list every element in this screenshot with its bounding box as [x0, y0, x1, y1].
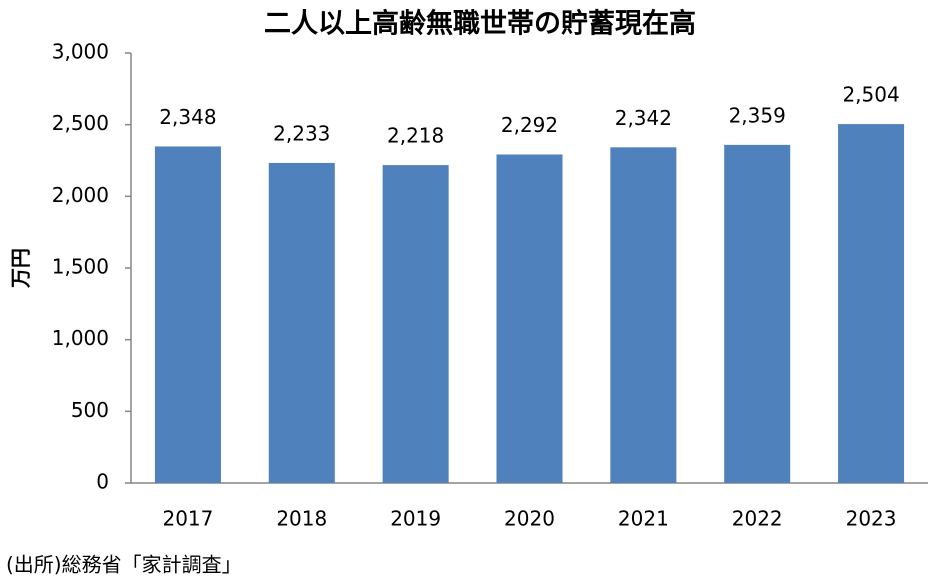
- x-tick-label: 2021: [618, 507, 669, 531]
- x-tick-label: 2022: [732, 507, 783, 531]
- bar: [610, 147, 677, 483]
- y-axis-label: 万円: [9, 248, 33, 289]
- bar: [154, 146, 221, 483]
- y-tick-label: 500: [71, 398, 109, 422]
- bar: [496, 154, 563, 484]
- bar: [268, 162, 335, 484]
- bar: [382, 165, 449, 483]
- y-tick-label: 1,500: [52, 255, 109, 279]
- data-label: 2,348: [159, 105, 216, 129]
- x-tick-label: 2017: [162, 507, 213, 531]
- source-note: (出所)総務省「家計調査」: [6, 553, 242, 577]
- data-label: 2,292: [501, 113, 558, 137]
- data-label: 2,233: [273, 121, 330, 145]
- y-tick-label: 2,500: [52, 111, 109, 135]
- bar: [838, 124, 905, 484]
- y-tick-label: 3,000: [52, 40, 109, 64]
- x-tick-label: 2018: [276, 507, 327, 531]
- data-label: 2,342: [615, 106, 672, 130]
- chart-title: 二人以上高齢無職世帯の貯蓄現在高: [264, 8, 696, 40]
- data-label: 2,218: [387, 124, 444, 148]
- x-tick-label: 2023: [846, 507, 897, 531]
- y-tick-label: 2,000: [52, 183, 109, 207]
- y-tick-label: 0: [96, 470, 109, 494]
- x-tick-label: 2019: [390, 507, 441, 531]
- data-label: 2,359: [729, 103, 786, 127]
- x-tick-label: 2020: [504, 507, 555, 531]
- y-tick-label: 1,000: [52, 326, 109, 350]
- bar: [724, 144, 791, 484]
- data-label: 2,504: [842, 83, 899, 107]
